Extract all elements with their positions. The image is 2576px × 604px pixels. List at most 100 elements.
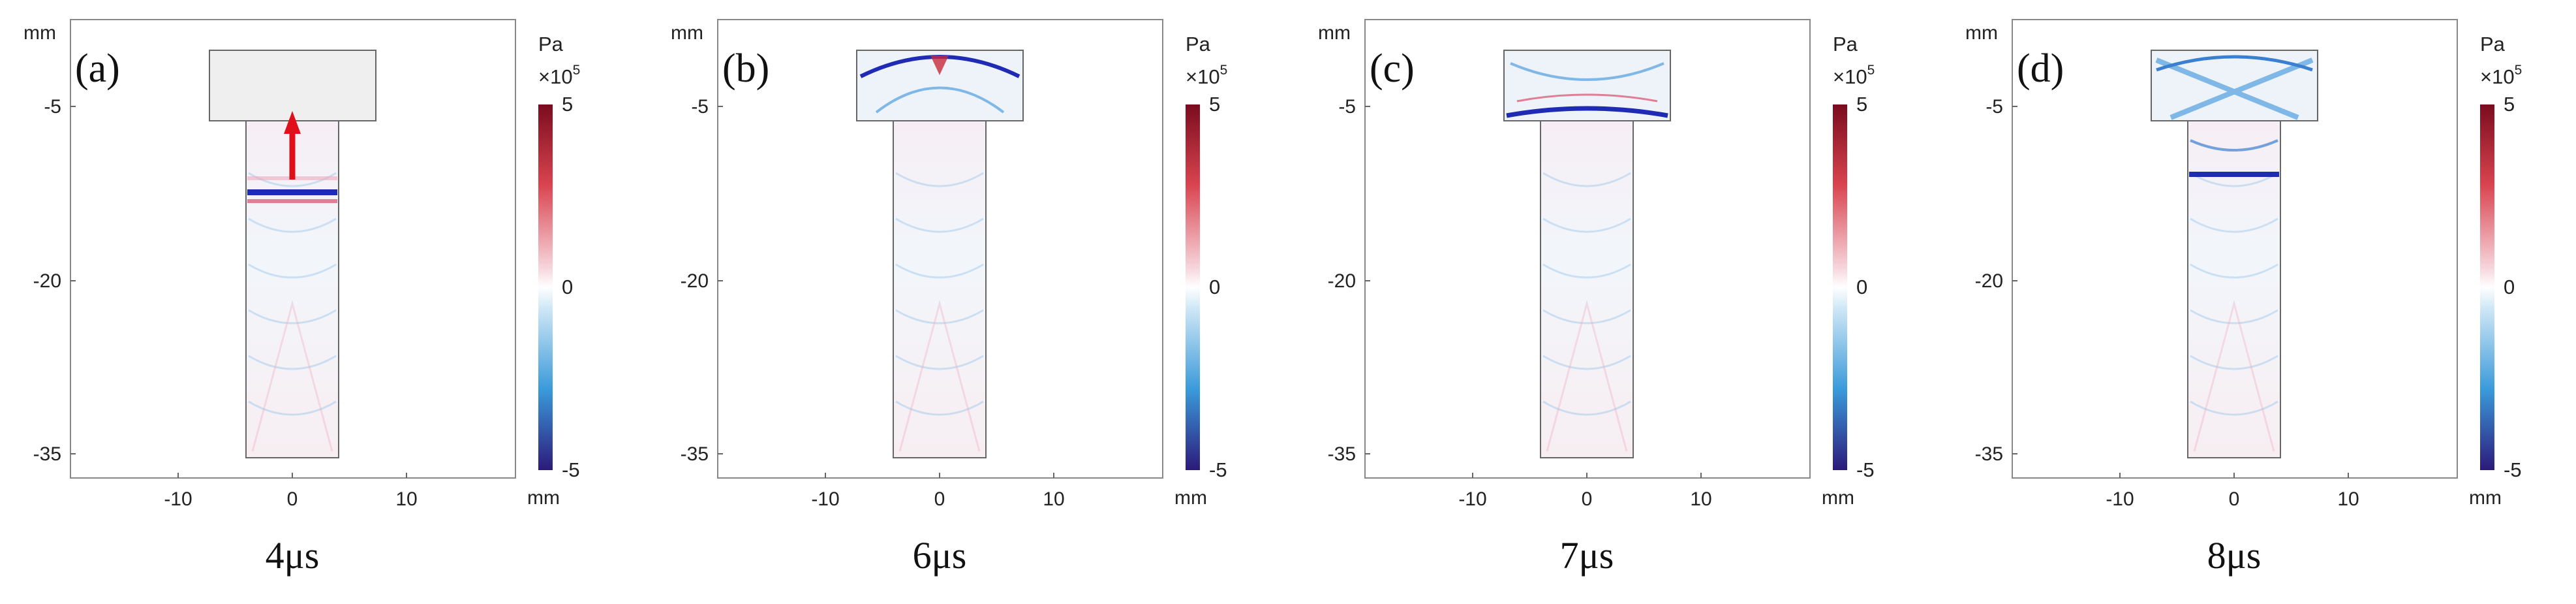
colorbar-scale: ×105 [1186,63,1227,88]
x-tick-label: 0 [2229,488,2240,510]
colorbar-tick: 0 [1209,276,1220,298]
stem-wave-texture [248,400,337,416]
wave-arc [2156,55,2313,72]
top-block-region [209,50,376,121]
x-axis-unit: mm [2469,487,2502,509]
colorbar-tick: -5 [2504,458,2522,481]
y-axis-unit: mm [671,22,703,44]
colorbar-scale-exponent: 5 [573,63,581,78]
y-axis-unit: mm [1965,22,1998,44]
stem-wave-texture [1542,355,1631,370]
colorbar [538,104,553,470]
x-tick-label: 10 [1043,488,1064,510]
y-tick-label: -5 [691,96,709,118]
stem-wave-texture [895,309,984,325]
stem-wave-texture [1542,309,1631,325]
stem-wave-texture [895,355,984,370]
y-tick-label: -20 [33,270,61,292]
stem-region [893,120,987,458]
stem-pink-texture [251,300,333,452]
wavefront [247,189,337,195]
y-tick-label: -35 [1328,443,1356,465]
wave-secondary [875,86,1005,114]
x-tick-label: -10 [164,488,192,510]
colorbar-tick: 5 [1856,93,1867,116]
stem-wave-texture [895,400,984,416]
top-block-region [2151,50,2318,121]
stem-wave-texture [895,172,984,187]
stem-wave-texture [248,355,337,370]
direction-arrow-head [284,111,301,134]
x-axis-unit: mm [1174,487,1207,509]
colorbar-tick: 0 [1856,276,1867,298]
colorbar-tick: 0 [562,276,573,298]
y-tick-label: -5 [44,96,61,118]
x-axis-unit: mm [1822,487,1854,509]
colorbar-tick: 5 [562,93,573,116]
panel-letter: (a) [75,46,120,91]
panel-letter: (b) [722,46,769,91]
y-tick-label: -35 [33,443,61,465]
x-tick-label: -10 [1458,488,1486,510]
x-axis-unit: mm [527,487,560,509]
stem-wave-texture [248,263,337,279]
stem-wave-texture [1542,217,1631,233]
colorbar-unit: Pa [538,33,564,56]
stem-wave-texture [895,217,984,233]
colorbar-scale-exponent: 5 [1867,63,1875,78]
colorbar-tick: -5 [1856,458,1875,481]
wavefront [2189,172,2279,177]
colorbar-scale-base: ×10 [1186,65,1220,88]
stem-pink-texture [898,300,981,452]
stem-wave-texture [248,217,337,233]
stem-wave-texture [248,309,337,325]
time-label: 4μs [266,534,320,577]
wave-secondary [1510,62,1664,81]
x-tick-label: 10 [395,488,417,510]
x-tick-label: 0 [934,488,945,510]
stem-wave-texture [2190,263,2278,279]
colorbar-scale: ×105 [538,63,580,88]
stem-wave-texture [2190,400,2278,416]
wave-tail [247,199,337,203]
time-label: 6μs [913,534,967,577]
stem-wave-texture [895,263,984,279]
stem-region [1540,120,1634,458]
wavefront [1506,106,1668,118]
stem-pink-texture [2193,300,2275,452]
colorbar-scale-base: ×10 [2480,65,2515,88]
wave-cross [2170,57,2314,120]
y-tick-label: -35 [681,443,709,465]
panel-letter: (c) [1370,46,1415,91]
stem-wave-texture [2190,217,2278,233]
x-tick-label: 10 [1690,488,1711,510]
colorbar-tick: 5 [1209,93,1220,116]
colorbar [1186,104,1200,470]
stem-wave-texture [2190,172,2278,187]
colorbar-tick: 5 [2504,93,2515,116]
stem-wave-texture [1542,400,1631,416]
wave-peak [930,56,949,75]
time-label: 8μs [2207,534,2262,577]
x-tick-label: 10 [2337,488,2359,510]
wave-tail [1516,93,1658,103]
colorbar [2480,104,2494,470]
y-axis-unit: mm [23,22,56,44]
colorbar-unit: Pa [2480,33,2506,56]
colorbar-tick: -5 [562,458,580,481]
colorbar-scale: ×105 [2480,63,2522,88]
colorbar-unit: Pa [1833,33,1858,56]
x-tick-label: -10 [811,488,839,510]
colorbar-tick: -5 [1209,458,1227,481]
y-tick-label: -5 [1986,96,2003,118]
y-tick-label: -5 [1338,96,1356,118]
x-tick-label: -10 [2106,488,2134,510]
stem-wave-texture [2190,355,2278,370]
y-axis-unit: mm [1318,22,1351,44]
colorbar-scale-base: ×10 [538,65,573,88]
